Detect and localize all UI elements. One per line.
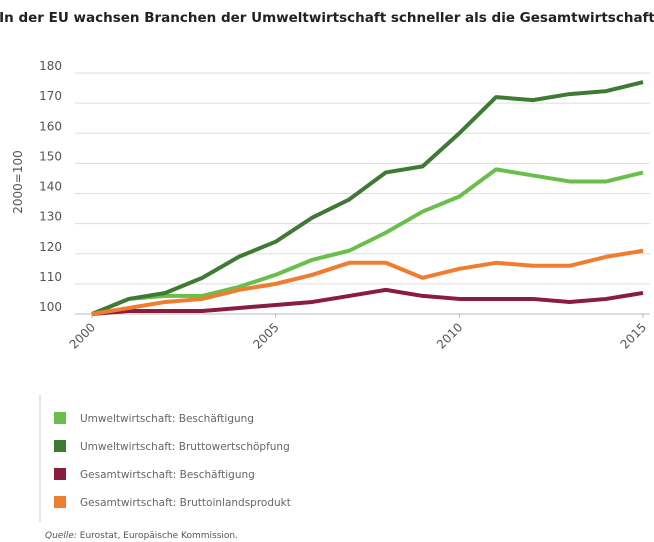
y-tick-label: 170: [39, 89, 62, 103]
y-axis-label: 2000=100: [11, 150, 25, 214]
y-tick-label: 180: [39, 59, 62, 73]
chart-title: In der EU wachsen Branchen der Umweltwir…: [0, 10, 654, 26]
legend-swatch: [54, 468, 66, 480]
y-tick-label: 130: [39, 210, 62, 224]
y-tick-label: 120: [39, 240, 62, 254]
legend-label: Umweltwirtschaft: Beschäftigung: [80, 413, 254, 425]
source: Quelle: Eurostat, Europäische Kommission…: [45, 531, 238, 541]
legend-swatch: [54, 412, 66, 424]
series-line: [91, 248, 644, 316]
series-line: [91, 287, 644, 316]
x-tick-label: 2015: [618, 320, 649, 351]
x-tick-label: 2005: [250, 320, 281, 351]
source-text: Eurostat, Europäische Kommission.: [80, 531, 238, 541]
y-tick-label: 140: [39, 180, 62, 194]
x-tick-label: 2010: [434, 320, 465, 351]
y-tick-label: 150: [39, 149, 62, 163]
series-line: [91, 80, 644, 316]
legend-label: Umweltwirtschaft: Bruttowertschöpfung: [80, 441, 290, 453]
y-tick-label: 110: [39, 270, 62, 284]
x-tick-label: 2000: [67, 320, 98, 351]
y-tick-label: 160: [39, 119, 62, 133]
legend-label: Gesamtwirtschaft: Bruttoinlandsprodukt: [80, 497, 291, 509]
legend-swatch: [54, 440, 66, 452]
legend-swatch: [54, 496, 66, 508]
y-tick-label: 100: [39, 300, 62, 314]
series-line: [91, 167, 644, 316]
source-label: Quelle:: [45, 531, 77, 541]
legend-label: Gesamtwirtschaft: Beschäftigung: [80, 469, 255, 481]
